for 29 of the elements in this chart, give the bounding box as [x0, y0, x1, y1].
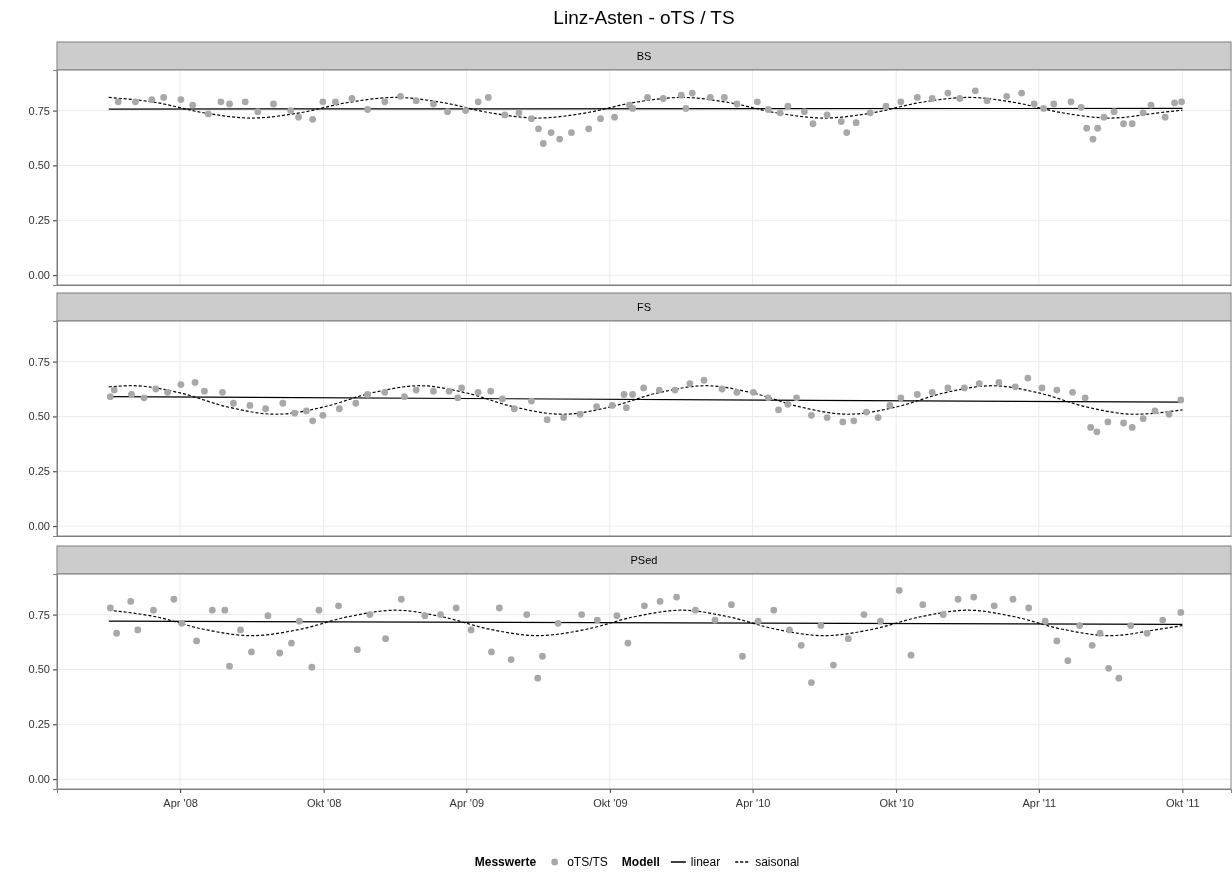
y-tick-label: 0.50: [28, 663, 50, 676]
chart-subtitle: FS: [636, 301, 652, 313]
y-tick-label: 0.25: [28, 465, 50, 478]
y-tick-label: 0.75: [28, 104, 50, 117]
y-tick-label: 0.75: [28, 355, 50, 368]
y-tick-label: 0.50: [28, 410, 50, 423]
y-tick-label: 0.00: [28, 520, 50, 533]
x-tick-label: Okt '09: [593, 797, 628, 809]
chart-title: Linz-Asten - oTS / TS: [553, 7, 735, 28]
legend-label: oTS/TS: [567, 855, 608, 869]
legend-title: Messwerte: [474, 855, 537, 869]
x-tick-label: Okt '11: [1166, 797, 1200, 809]
x-tick-label: Okt '10: [879, 797, 914, 809]
x-tick-label: Apr '10: [735, 797, 771, 809]
text: Modell: [621, 855, 660, 869]
y-tick-label: 0.25: [28, 214, 50, 227]
y-tick-label: 0.25: [28, 718, 50, 731]
y-tick-label: 0.00: [28, 269, 50, 282]
x-tick-label: Apr '11: [1022, 797, 1057, 809]
y-tick-label: 0.75: [28, 608, 50, 621]
x-tick-label: Apr '08: [163, 797, 198, 809]
y-tick-label: 0.50: [28, 159, 50, 172]
x-tick-label: Apr '09: [449, 797, 485, 809]
y-tick-label: 0.00: [28, 773, 50, 786]
legend-label: saisonal: [755, 855, 800, 869]
x-tick-label: Okt '08: [306, 797, 342, 809]
chart-subtitle: BS: [636, 50, 652, 62]
legend-label: linear: [690, 855, 721, 869]
chart-subtitle: PSed: [630, 554, 658, 566]
